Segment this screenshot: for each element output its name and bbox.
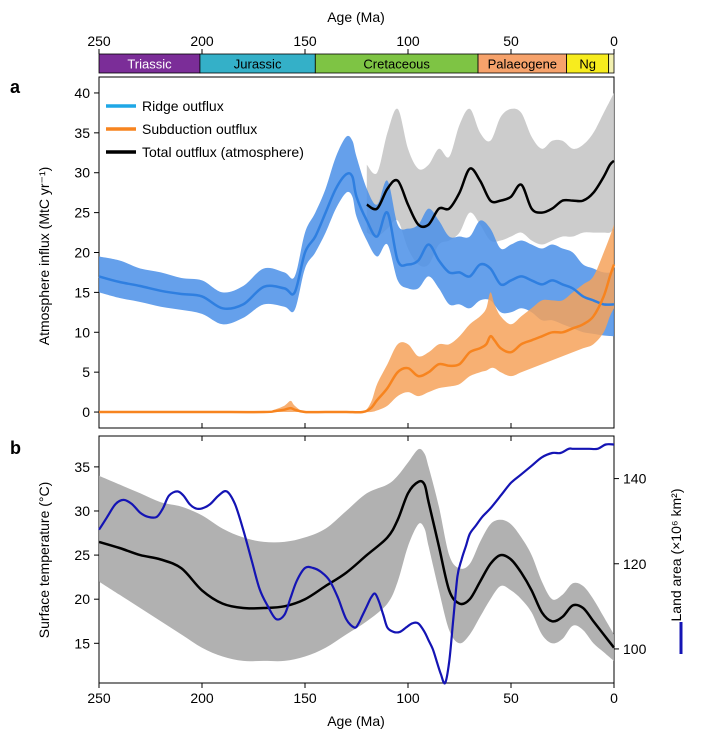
period-label-cretaceous: Cretaceous [363,57,430,72]
legend-label-1: Subduction outflux [142,121,257,137]
a-ytick-label-30: 30 [74,165,90,181]
b-xtick-label-250: 250 [87,690,111,706]
legend-label-2: Total outflux (atmosphere) [142,144,304,160]
top-tick-label-150: 150 [293,33,317,49]
a-ytick-label-20: 20 [74,245,90,261]
top-tick-label-200: 200 [190,33,214,49]
b-xtick-label-50: 50 [503,690,519,706]
b-ytick-label-20: 20 [74,591,90,607]
a-ytick-label-10: 10 [74,324,90,340]
total-outflux-line [366,159,615,229]
panel-a-bands [99,93,614,413]
a-ytick-label-35: 35 [74,125,90,141]
b-y2tick-label-120: 120 [623,556,647,572]
ridge-outflux-line [98,171,615,311]
bottom-axis-title: Age (Ma) [327,713,385,729]
b-xtick-label-200: 200 [190,690,214,706]
legend-label-0: Ridge outflux [142,98,224,114]
panel-a-y-axis: 0 5 10 15 20 25 30 35 40 [74,85,615,428]
ridge-outflux-band [99,135,614,337]
b-y2tick-label-100: 100 [623,641,647,657]
land-area-line [98,443,615,685]
period-box-quaternary [608,53,615,74]
period-label-jurassic: Jurassic [234,57,282,72]
temperature-line [98,479,615,649]
temperature-band [99,448,614,662]
bottom-age-axis: 250 200 150 100 50 0 [87,436,618,706]
panel-a-lines [98,159,616,414]
a-ytick-label-25: 25 [74,205,90,221]
panel-b-left-y-axis: 15 20 25 30 35 [74,459,99,651]
b-xtick-label-150: 150 [293,690,317,706]
panel-b-y-axis-title: Surface temperature (°C) [36,482,52,639]
b-ytick-label-15: 15 [74,635,90,651]
geologic-period-bar: Triassic Jurassic Cretaceous Palaeogene Ng [98,53,615,74]
panel-a-label: a [10,77,21,97]
panel-b-right-y-axis: 100 120 140 [614,471,647,657]
period-label-triassic: Triassic [127,57,172,72]
a-ytick-label-15: 15 [74,284,90,300]
panel-b-label: b [10,438,21,458]
period-label-ng: Ng [579,57,596,72]
b-xtick-label-100: 100 [396,690,420,706]
period-label-palaeogene: Palaeogene [488,57,557,72]
top-tick-label-50: 50 [503,33,519,49]
top-tick-label-250: 250 [87,33,111,49]
a-ytick-label-5: 5 [82,364,90,380]
panel-a-y-axis-title: Atmosphere influx (MtC yr⁻¹) [36,167,52,346]
top-tick-label-100: 100 [396,33,420,49]
subduction-outflux-line [99,264,616,414]
panel-b-lines [98,443,615,685]
a-ytick-label-0: 0 [82,404,90,420]
a-ytick-label-40: 40 [74,85,90,101]
panel-a-chart: 0 5 10 15 20 25 30 35 40 Atmosphere influx (MtC … [36,76,616,429]
b-ytick-label-35: 35 [74,459,90,475]
top-age-axis: 250 200 150 100 50 0 [87,33,618,54]
legend: Ridge outflux Subduction outflux Total out… [106,98,304,160]
top-axis-title: Age (Ma) [327,9,385,25]
panel-b-bands [99,448,614,662]
b-ytick-label-25: 25 [74,547,90,563]
b-ytick-label-30: 30 [74,503,90,519]
panel-b-y2-axis-title: Land area (×10⁶ km²) [668,489,684,622]
b-y2tick-label-140: 140 [623,471,647,487]
panel-b-chart: 15 20 25 30 35 100 120 140 250 200 150 100 50 0 Sur… [36,435,684,706]
b-xtick-label-0: 0 [610,690,618,706]
subduction-outflux-band [99,224,614,413]
top-tick-label-0: 0 [610,33,618,49]
